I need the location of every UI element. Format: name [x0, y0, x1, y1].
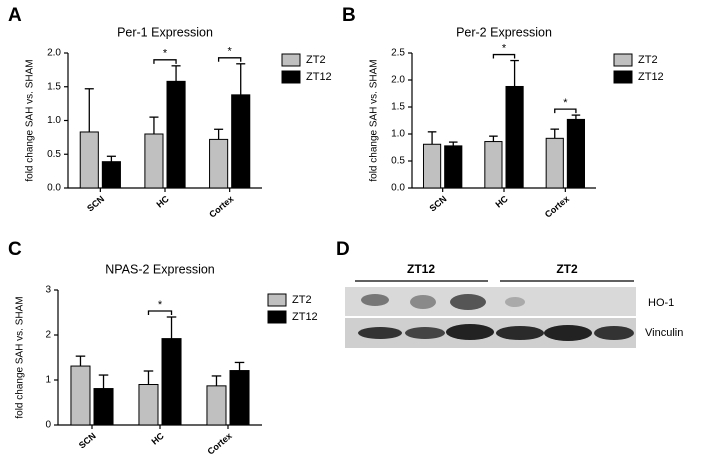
x-tick-label: Cortex — [543, 194, 571, 220]
bar — [101, 161, 121, 189]
x-tick-label: Cortex — [207, 194, 235, 220]
y-tick-label: 2.0 — [391, 75, 405, 86]
blot-band — [505, 297, 525, 307]
legend-label: ZT2 — [292, 294, 312, 306]
x-tick-label: Cortex — [206, 431, 234, 457]
panel-label: B — [342, 5, 356, 26]
significance-bracket — [554, 108, 577, 114]
annotation: * — [228, 46, 233, 58]
blot-band — [496, 326, 544, 340]
x-tick-label: SCN — [85, 194, 106, 214]
y-tick-label: 2.5 — [391, 48, 405, 59]
bar — [231, 94, 251, 189]
legend-swatch — [613, 53, 633, 67]
band-label: Vinculin — [645, 327, 683, 339]
significance-bracket — [147, 310, 173, 315]
y-tick-label: 0.5 — [391, 156, 405, 167]
bar — [93, 388, 114, 426]
bar — [209, 138, 229, 189]
bar — [79, 131, 99, 189]
blot-band — [405, 327, 445, 339]
blot-band — [361, 294, 389, 306]
legend-swatch — [267, 293, 287, 307]
legend-swatch — [281, 53, 301, 67]
bar-chart: C NPAS-2 Expression fold change SAH vs. SH… — [8, 239, 318, 457]
bar — [229, 370, 250, 426]
x-tick-label: SCN — [427, 194, 448, 214]
legend-label: ZT12 — [638, 71, 664, 83]
legend-swatch — [613, 70, 633, 84]
blot-band — [446, 324, 494, 340]
y-tick-label: 3 — [45, 285, 51, 296]
group-label: ZT12 — [407, 262, 435, 276]
bar — [70, 365, 91, 426]
y-tick-label: 1.5 — [47, 81, 61, 92]
y-tick-label: 2 — [45, 330, 51, 341]
bar-chart: A Per-1 Expression fold change SAH vs. SHA… — [8, 5, 332, 220]
y-tick-label: 0 — [45, 420, 51, 431]
blot-band — [358, 327, 402, 339]
annotation: * — [158, 299, 163, 311]
panel-label: A — [8, 5, 22, 26]
blot-panel: D ZT12 ZT2 HO-1 Vinculin — [336, 239, 683, 348]
legend-label: ZT2 — [638, 54, 658, 66]
x-tick-label: SCN — [77, 431, 98, 451]
bar-chart: B Per-2 Expression fold change SAH vs. SHA… — [342, 5, 664, 220]
bar — [566, 118, 586, 189]
blot-band — [594, 326, 634, 340]
y-tick-label: 1.0 — [47, 115, 61, 126]
annotation: * — [163, 48, 168, 60]
y-tick-label: 0.0 — [391, 183, 405, 194]
annotation: * — [563, 97, 568, 109]
bar — [444, 145, 463, 189]
bar — [505, 85, 524, 189]
y-axis-label: fold change SAH vs. SHAM — [369, 59, 380, 181]
bar — [545, 137, 564, 189]
blot-band — [450, 294, 486, 310]
blot-band — [544, 325, 592, 341]
legend-label: ZT12 — [306, 71, 332, 83]
blot-band — [410, 295, 436, 309]
band-label: HO-1 — [648, 297, 674, 309]
bar — [144, 133, 164, 189]
significance-bracket — [492, 53, 516, 59]
y-tick-label: 1.5 — [391, 102, 405, 113]
x-tick-label: HC — [493, 193, 510, 209]
panel-label: D — [336, 239, 350, 260]
annotation: * — [502, 42, 507, 54]
bar — [422, 143, 442, 189]
chart-title: NPAS-2 Expression — [105, 262, 215, 276]
x-tick-label: HC — [149, 430, 166, 446]
chart-title: Per-2 Expression — [456, 25, 552, 39]
y-tick-label: 0.0 — [47, 183, 61, 194]
bar — [161, 338, 182, 426]
y-tick-label: 0.5 — [47, 149, 61, 160]
bar — [484, 141, 503, 189]
bar — [206, 385, 227, 426]
group-label: ZT2 — [556, 262, 578, 276]
chart-title: Per-1 Expression — [117, 25, 213, 39]
bar — [166, 80, 186, 189]
bar — [138, 384, 159, 426]
legend-swatch — [281, 70, 301, 84]
blot-strip — [345, 287, 636, 316]
legend-label: ZT2 — [306, 54, 326, 66]
significance-bracket — [217, 57, 242, 62]
y-tick-label: 2.0 — [47, 48, 61, 59]
y-tick-label: 1 — [45, 375, 51, 386]
y-axis-label: fold change SAH vs. SHAM — [25, 59, 36, 181]
panel-label: C — [8, 239, 22, 260]
x-tick-label: HC — [154, 193, 171, 209]
legend-label: ZT12 — [292, 311, 318, 323]
y-tick-label: 1.0 — [391, 129, 405, 140]
y-axis-label: fold change SAH vs. SHAM — [15, 296, 26, 418]
significance-bracket — [153, 59, 177, 64]
legend-swatch — [267, 310, 287, 324]
